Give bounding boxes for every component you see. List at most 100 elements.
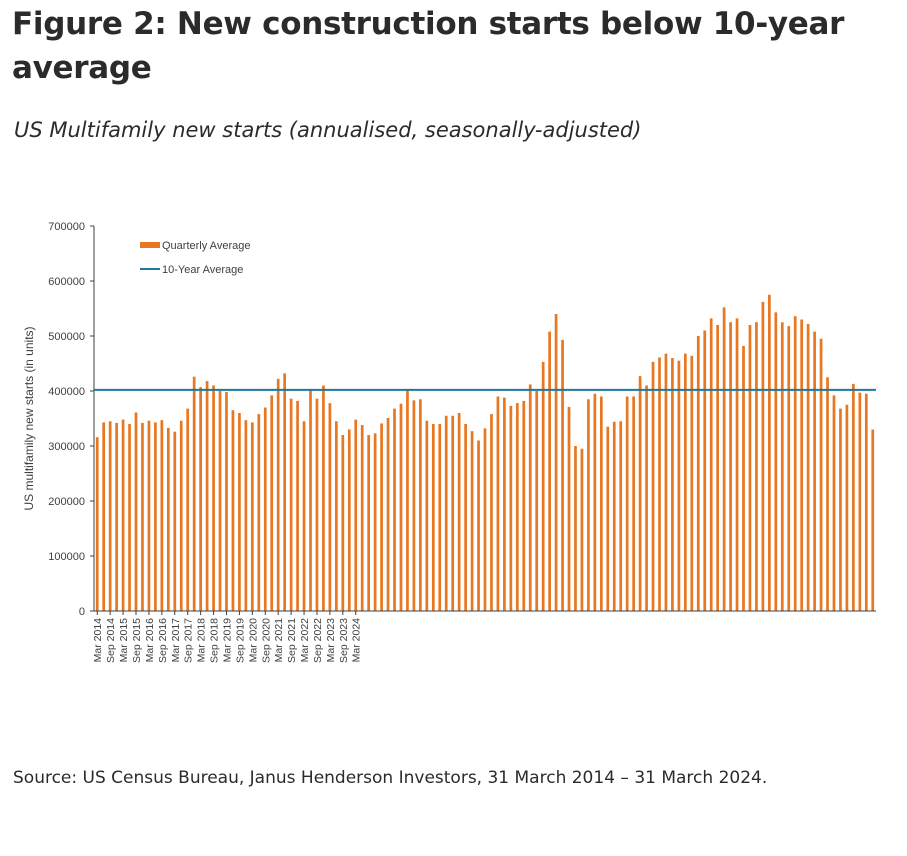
bar: [858, 392, 862, 611]
bar: [186, 408, 190, 611]
bar: [755, 322, 758, 611]
y-tick-label: 200000: [48, 496, 85, 508]
bar: [354, 419, 358, 611]
x-tick-label: Sep 2019: [234, 618, 246, 663]
bar: [587, 399, 590, 611]
bar: [599, 396, 603, 611]
bar: [826, 377, 829, 611]
x-tick-label: Mar 2021: [273, 618, 285, 663]
bar: [839, 408, 842, 611]
x-tick-label: Sep 2015: [131, 618, 143, 663]
y-axis: 0 100000 200000 300000 400000 500000 600000 700…: [48, 221, 95, 618]
bar: [470, 431, 474, 611]
bar: [225, 392, 228, 611]
y-tick-label: 700000: [48, 221, 85, 233]
bar: [780, 322, 784, 611]
bar: [483, 428, 487, 611]
legend-label-ten-year: 10-Year Average: [162, 264, 243, 276]
x-tick-label: Mar 2019: [221, 618, 233, 663]
page-title: Figure 2: New construction starts below …: [12, 6, 845, 86]
bar: [638, 376, 642, 611]
y-tick-label: 300000: [48, 441, 85, 453]
bar: [296, 400, 299, 611]
source-note: Source: US Census Bureau, Janus Henderso…: [13, 768, 768, 788]
bar: [852, 383, 855, 611]
bar: [515, 403, 519, 611]
bar: [593, 393, 597, 611]
bar: [341, 435, 345, 611]
bar: [95, 437, 99, 611]
bar: [716, 325, 720, 611]
bar: [819, 338, 823, 611]
bar: [276, 378, 280, 611]
bar: [347, 429, 351, 611]
bar: [179, 420, 183, 611]
bar: [451, 415, 455, 611]
bar: [832, 395, 836, 611]
bar: [393, 408, 396, 611]
bar: [522, 400, 526, 611]
bar: [683, 353, 687, 611]
x-tick-label: Mar 2022: [299, 618, 311, 663]
bar: [238, 413, 241, 611]
bar: [257, 414, 261, 611]
bar: [121, 419, 125, 611]
bar: [632, 396, 635, 611]
bar: [406, 389, 409, 611]
bar: [735, 318, 739, 611]
bar: [263, 407, 267, 611]
bar-series: [95, 294, 875, 611]
chart-subtitle: US Multifamily new starts (annualised, s…: [14, 118, 642, 142]
bar: [128, 424, 131, 611]
bar: [561, 339, 564, 611]
y-tick-label: 400000: [48, 386, 85, 398]
y-tick-label: 600000: [48, 276, 85, 288]
bar: [192, 376, 196, 611]
bar: [748, 325, 752, 611]
bar: [108, 421, 112, 611]
bar: [619, 421, 623, 611]
bar: [444, 415, 448, 611]
bar: [567, 406, 571, 611]
bar: [141, 422, 144, 611]
bar: [134, 412, 138, 611]
bar: [761, 301, 765, 611]
bar: [651, 361, 655, 611]
bar: [625, 396, 629, 611]
bar: [412, 400, 416, 611]
bar: [289, 398, 293, 611]
bar: [373, 433, 377, 611]
x-tick-label: Sep 2022: [312, 618, 324, 663]
x-tick-label: Mar 2020: [247, 618, 259, 663]
bar: [541, 361, 545, 611]
bar: [845, 404, 849, 611]
legend: Quarterly Average 10-Year Average: [140, 240, 250, 276]
bar: [696, 336, 700, 611]
bar: [457, 413, 461, 611]
bar: [360, 425, 364, 611]
bar: [199, 387, 202, 611]
bar: [425, 420, 429, 611]
x-tick-label: Mar 2023: [325, 618, 337, 663]
bar: [722, 307, 726, 611]
bar: [664, 353, 668, 611]
bar: [703, 330, 707, 611]
bar: [464, 424, 467, 611]
bar: [309, 389, 312, 611]
bar: [173, 431, 177, 611]
x-tick-label: Mar 2015: [118, 618, 130, 663]
bar: [774, 312, 778, 611]
bar: [205, 381, 209, 611]
bar: [322, 385, 325, 611]
bar: [380, 423, 383, 611]
bar: [787, 326, 791, 611]
bar: [431, 424, 435, 611]
bar: [580, 448, 584, 611]
x-tick-label: Mar 2014: [92, 618, 104, 663]
bar: [677, 360, 681, 611]
legend-swatch-bar: [140, 242, 160, 248]
bar: [270, 395, 274, 611]
bar: [328, 403, 332, 611]
bar: [250, 422, 254, 611]
bar: [709, 318, 713, 611]
